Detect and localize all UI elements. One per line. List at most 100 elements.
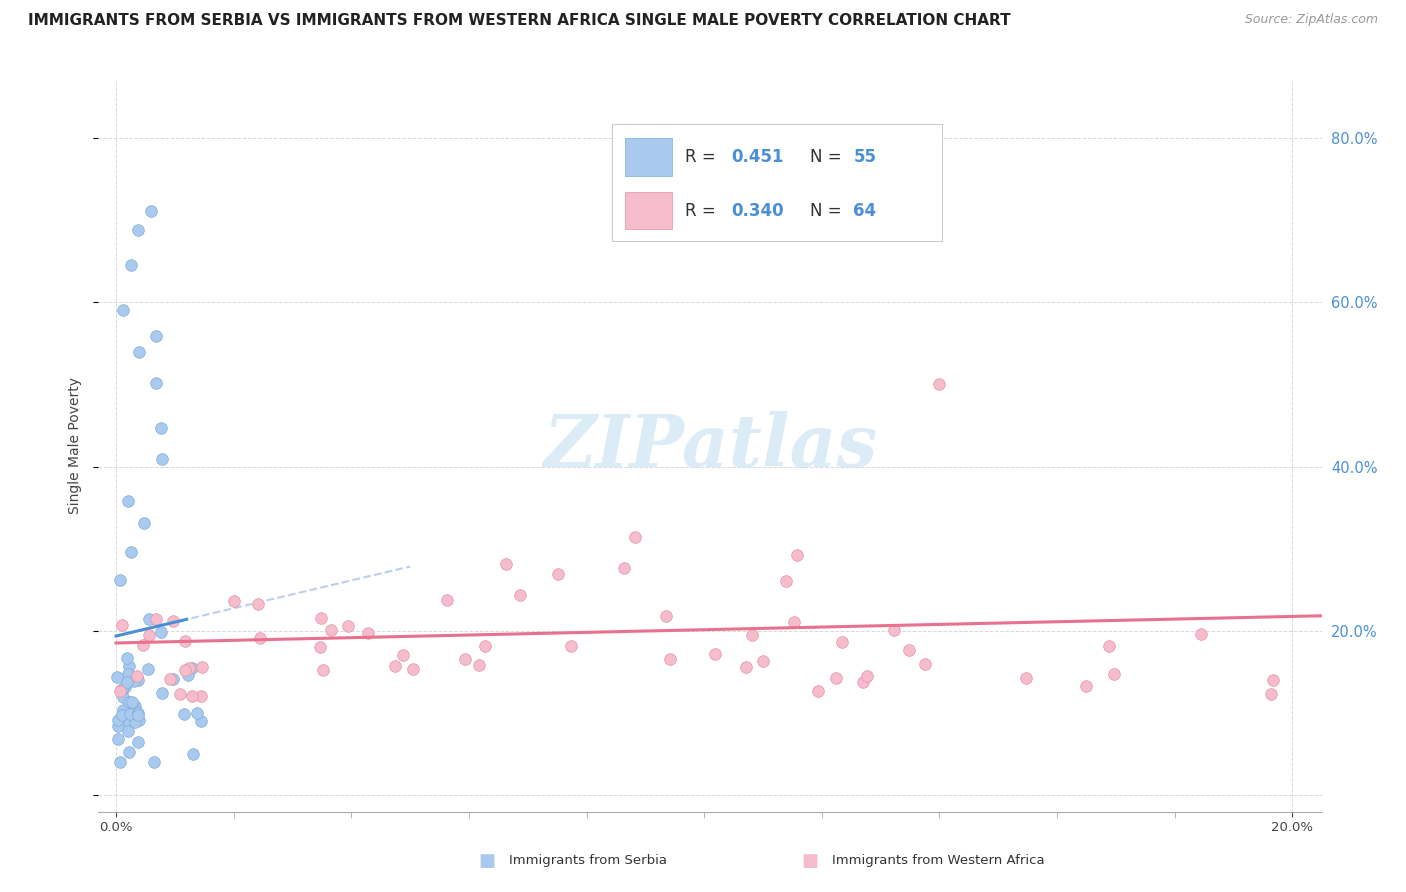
Point	[1076, 680, 1098, 694]
Point	[751, 654, 773, 668]
Point	[150, 452, 173, 467]
Point	[122, 673, 145, 688]
Point	[112, 303, 135, 318]
Point	[173, 707, 195, 722]
Text: Immigrants from Serbia: Immigrants from Serbia	[509, 855, 666, 867]
Point	[107, 713, 129, 727]
Point	[186, 706, 208, 721]
Point	[111, 618, 134, 632]
Point	[108, 573, 131, 587]
Point	[127, 734, 149, 748]
Point	[162, 672, 184, 686]
Point	[127, 668, 149, 682]
Point	[180, 689, 202, 703]
Point	[321, 623, 343, 637]
Point	[928, 377, 950, 392]
Text: Source: ZipAtlas.com: Source: ZipAtlas.com	[1244, 13, 1378, 27]
Point	[115, 651, 138, 665]
Point	[162, 614, 184, 628]
Point	[1261, 673, 1284, 687]
Point	[831, 634, 853, 648]
Point	[117, 675, 139, 690]
Point	[825, 671, 848, 685]
Point	[1191, 627, 1213, 641]
Point	[222, 594, 245, 608]
Point	[127, 707, 149, 722]
Point	[402, 662, 425, 676]
Point	[249, 632, 271, 646]
Point	[111, 690, 134, 704]
Point	[110, 707, 132, 722]
Text: ■: ■	[478, 852, 495, 870]
Point	[246, 597, 269, 611]
Point	[547, 566, 569, 581]
Point	[105, 670, 128, 684]
Point	[655, 608, 678, 623]
Point	[658, 652, 681, 666]
Point	[120, 706, 142, 721]
Point	[191, 660, 214, 674]
Point	[309, 610, 332, 624]
Point	[132, 638, 155, 652]
Point	[124, 698, 146, 713]
Point	[117, 667, 139, 681]
Point	[775, 574, 797, 589]
Point	[108, 756, 131, 770]
Point	[181, 661, 204, 675]
Text: ■: ■	[801, 852, 818, 870]
Point	[149, 421, 172, 435]
Point	[181, 747, 204, 762]
Point	[115, 713, 138, 727]
Text: ZIPatlas: ZIPatlas	[543, 410, 877, 482]
Point	[128, 714, 150, 728]
Point	[121, 695, 143, 709]
Point	[337, 619, 360, 633]
Point	[495, 558, 517, 572]
Y-axis label: Single Male Poverty: Single Male Poverty	[69, 377, 83, 515]
Point	[114, 680, 136, 694]
Point	[117, 723, 139, 738]
Point	[145, 612, 167, 626]
Point	[786, 549, 808, 563]
Point	[613, 560, 636, 574]
Point	[914, 657, 936, 671]
Point	[851, 674, 873, 689]
Point	[741, 628, 763, 642]
Point	[141, 204, 163, 219]
Point	[807, 684, 830, 698]
Point	[121, 703, 143, 717]
Point	[118, 745, 141, 759]
Point	[897, 643, 920, 657]
Point	[107, 731, 129, 746]
Point	[356, 625, 378, 640]
Point	[127, 706, 149, 721]
Point	[468, 657, 491, 672]
Point	[145, 329, 167, 343]
Point	[176, 668, 198, 682]
Point	[107, 719, 129, 733]
Point	[108, 684, 131, 698]
Point	[454, 652, 477, 666]
Point	[190, 714, 212, 729]
Point	[1260, 687, 1282, 701]
Point	[883, 623, 905, 637]
Point	[150, 686, 173, 700]
Point	[436, 593, 458, 607]
Point	[309, 640, 332, 654]
Point	[120, 544, 142, 558]
Point	[735, 660, 758, 674]
Point	[190, 689, 212, 703]
Point	[560, 639, 582, 653]
Point	[112, 703, 135, 717]
Point	[134, 516, 156, 531]
Point	[392, 648, 415, 662]
Point	[173, 633, 195, 648]
Point	[127, 223, 149, 237]
Point	[1102, 666, 1125, 681]
Point	[159, 672, 181, 686]
Point	[120, 258, 142, 272]
Point	[509, 588, 531, 602]
Text: IMMIGRANTS FROM SERBIA VS IMMIGRANTS FROM WESTERN AFRICA SINGLE MALE POVERTY COR: IMMIGRANTS FROM SERBIA VS IMMIGRANTS FRO…	[28, 13, 1011, 29]
Point	[856, 669, 879, 683]
Point	[122, 700, 145, 714]
